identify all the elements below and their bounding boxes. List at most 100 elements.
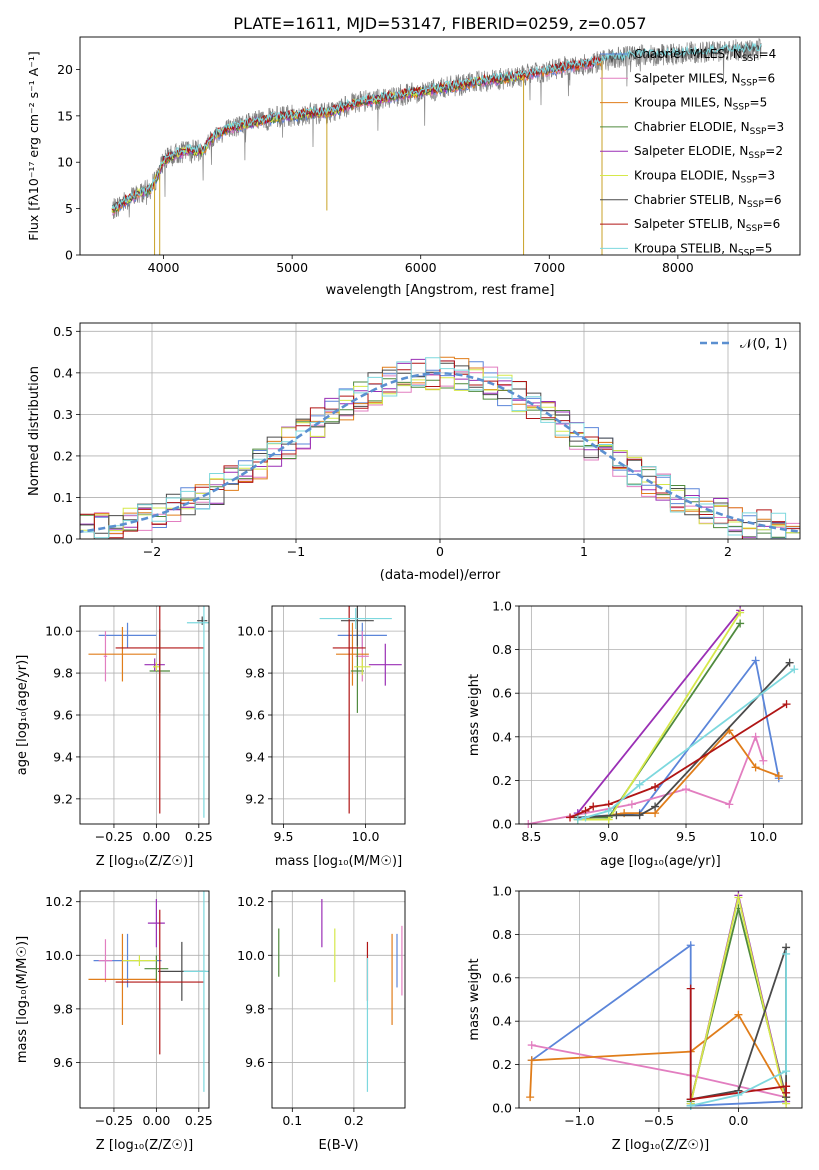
age_vs_mass-frame	[271, 605, 406, 825]
residuals-xtick-label: 2	[724, 544, 732, 559]
residuals-ytick-label: 0.0	[53, 532, 73, 547]
residual-histograms	[80, 356, 800, 539]
weight_vs_Z-lines	[526, 891, 791, 1110]
age_vs_mass-errorbars	[319, 606, 402, 814]
kroupa_elodie-weight-marker	[734, 893, 743, 902]
weight_vs_age-ytick-label: 0.6	[492, 686, 512, 701]
mass_vs_Z-ylabel: mass [log₁₀(M/M☉)]	[15, 936, 30, 1063]
kroupa_miles-weight-marker	[527, 1056, 536, 1065]
residuals-ylabel: Normed distribution	[27, 366, 42, 496]
salpeter_stelib-weight-marker	[782, 700, 791, 709]
mass_vs_Z-xtick-label: −0.25	[95, 1113, 133, 1128]
mass_vs_Z-frame	[79, 890, 210, 1109]
weight_vs_age-ylabel: mass weight	[467, 674, 482, 756]
residuals-xtick-label: 0	[436, 544, 444, 559]
kroupa_stelib-model-line	[111, 41, 762, 211]
spectrum-xtick-label: 8000	[662, 260, 694, 275]
age_vs_Z-frame	[79, 605, 210, 825]
salpeter_miles-weight-marker	[627, 800, 636, 809]
mass_vs_ebv-xtick-label: 0.2	[344, 1113, 364, 1128]
weight_vs_Z-xtick-label: −0.5	[644, 1113, 674, 1128]
age_vs_Z-ytick-label: 9.6	[53, 708, 73, 723]
weight_vs_Z-xlabel: Z [log₁₀(Z/Z☉)]	[612, 1138, 709, 1153]
mass_vs_ebv-ytick-label: 10.0	[237, 948, 265, 963]
salpeter_stelib-weight-line	[569, 703, 787, 819]
chabrier_stelib-weight-marker	[635, 811, 644, 820]
residuals-ytick-label: 0.3	[53, 407, 73, 422]
mass_vs_ebv-plot: 0.1 0.2 9.6 9.8 10.0 10.2 E(B-V)	[237, 890, 406, 1153]
kroupa_stelib-weight-marker	[604, 806, 613, 815]
spectrum-ytick-label: 0	[65, 248, 73, 263]
weight_vs_age-plot: 8.5 9.0 9.5 10.0 0.0 0.2 0.4 0.6 0.8 1.0 age [log₁…	[467, 599, 803, 869]
mass_vs_ebv-frame	[271, 890, 406, 1109]
chabrier_stelib-weight-marker	[651, 802, 660, 811]
mass_vs_Z-xtick-label: 0.00	[142, 1113, 170, 1128]
chabrier_elodie-weight-marker	[736, 619, 745, 628]
kroupa_stelib-weight-marker	[635, 780, 644, 789]
mass_vs_ebv-ytick-label: 10.2	[237, 894, 265, 909]
kroupa_miles-weight-marker	[734, 1010, 743, 1019]
spectrum-ylabel: Flux [fλ10⁻¹⁷ erg cm⁻² s⁻¹ A⁻¹]	[26, 51, 41, 240]
kroupa_stelib-residual-hist	[80, 357, 800, 539]
age_vs_mass-ytick-label: 9.8	[245, 666, 265, 681]
spectrum-xtick-label: 4000	[148, 260, 180, 275]
gaussian-curve	[80, 371, 800, 534]
age_vs_Z-plot: −0.25 0.00 0.25 9.2 9.4 9.6 9.8 10.0 Z [log₁₀(Z/…	[15, 605, 213, 869]
weight_vs_age-xtick-label: 9.0	[599, 829, 619, 844]
spectrum-plot: 4000 5000 6000 7000 8000 0 5 10 15 20 wavelength […	[26, 36, 801, 298]
weight_vs_Z-ytick-label: 0.0	[492, 1101, 512, 1116]
weight_vs_age-ytick-label: 0.2	[492, 773, 512, 788]
legend-label-salpeter_elodie: Salpeter ELODIE, NSSP=2	[634, 144, 783, 161]
age_vs_Z-ytick-label: 9.4	[53, 749, 73, 764]
age_vs_mass-plot: 9.5 10.0 9.2 9.4 9.6 9.8 10.0 mass [log₁₀(M/M☉)…	[237, 605, 406, 869]
spectrum-xtick-label: 6000	[405, 260, 437, 275]
salpeter_miles-weight-marker	[527, 1041, 536, 1050]
spectrum-xtick-label: 5000	[276, 260, 308, 275]
weight_vs_Z-ytick-label: 0.8	[492, 927, 512, 942]
salpeter_miles-weight-marker	[725, 800, 734, 809]
legend-label-salpeter_miles: Salpeter MILES, NSSP=6	[634, 71, 775, 88]
salpeter_stelib-weight-marker	[686, 984, 695, 993]
age_vs_Z-ytick-label: 10.0	[45, 624, 73, 639]
age_vs_mass-xtick-label: 9.5	[274, 829, 294, 844]
legend-label-chabrier_stelib: Chabrier STELIB, NSSP=6	[634, 193, 782, 210]
age_vs_mass-xlabel: mass [log₁₀(M/M☉)]	[275, 854, 402, 869]
weight_vs_Z-ytick-label: 0.2	[492, 1057, 512, 1072]
age_vs_mass-ytick-label: 10.0	[237, 624, 265, 639]
kroupa_stelib-weight-marker	[790, 665, 799, 674]
kroupa_stelib-weight-marker	[686, 1101, 695, 1110]
weight_vs_Z-plot: −1.0 −0.5 0.0 0.0 0.2 0.4 0.6 0.8 1.0 Z [log₁₀(Z/…	[467, 884, 803, 1153]
mass_vs_ebv-errorbars	[278, 899, 403, 1092]
kroupa_miles-weight-marker	[526, 1093, 535, 1102]
residuals-xlabel: (data-model)/error	[380, 568, 501, 583]
salpeter_stelib-weight-marker	[589, 802, 598, 811]
gaussian-legend-label: 𝒩(0, 1)	[740, 337, 787, 352]
residuals-xtick-label: −2	[143, 544, 161, 559]
spectrum-legend: Chabrier MILES, NSSP=4 Salpeter MILES, NS…	[600, 47, 784, 258]
chabrier_miles-weight-marker	[751, 656, 760, 665]
age_vs_Z-ylabel: age [log₁₀(age/yr)]	[15, 655, 30, 776]
weight_vs_age-frame	[518, 605, 803, 825]
weight_vs_age-ytick-label: 0.0	[492, 817, 512, 832]
weight_vs_Z-ytick-label: 1.0	[492, 884, 512, 899]
age_vs_Z-xtick-label: 0.00	[142, 829, 170, 844]
mass_vs_ebv-ytick-label: 9.8	[245, 1001, 265, 1016]
weight_vs_Z-ytick-label: 0.4	[492, 1014, 512, 1029]
salpeter_elodie-weight-line	[577, 609, 741, 814]
residuals-ytick-label: 0.5	[53, 324, 73, 339]
age_vs_mass-ytick-label: 9.6	[245, 708, 265, 723]
kroupa_miles-weight-marker	[751, 763, 760, 772]
residuals-xtick-label: −1	[287, 544, 305, 559]
kroupa_stelib-weight-line	[690, 953, 787, 1107]
age_vs_Z-xtick-label: 0.25	[185, 829, 213, 844]
chabrier_stelib-weight-marker	[785, 658, 794, 667]
mass_vs_ebv-xtick-label: 0.1	[282, 1113, 302, 1128]
weight_vs_age-ytick-label: 0.8	[492, 642, 512, 657]
weight_vs_age-xlabel: age [log₁₀(age/yr)]	[600, 854, 721, 869]
mass_vs_Z-xtick-label: 0.25	[185, 1113, 213, 1128]
residuals-ytick-label: 0.1	[53, 490, 73, 505]
weight_vs_Z-xtick-label: −1.0	[564, 1113, 594, 1128]
residuals-frame	[79, 322, 801, 540]
spectrum-xtick-label: 7000	[533, 260, 565, 275]
